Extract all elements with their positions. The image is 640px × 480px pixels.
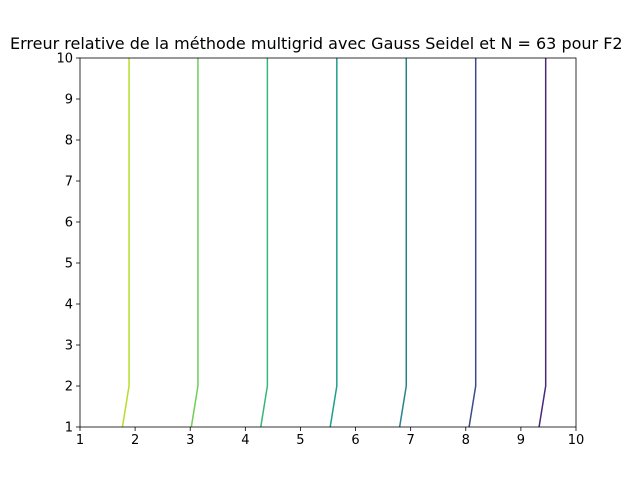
x-tick-label: 4 [241, 433, 249, 448]
x-tick-label: 3 [186, 433, 194, 448]
x-tick-label: 9 [517, 433, 525, 448]
series-line-1 [121, 58, 130, 428]
y-tick-label: 5 [65, 257, 73, 272]
x-tick-label: 5 [296, 433, 304, 448]
y-tick-label: 8 [65, 134, 73, 149]
axes: 1 2 3 4 5 6 7 8 9 10 1 2 3 4 5 6 7 8 9 10 [56, 52, 584, 449]
plot-area [121, 58, 547, 428]
y-tick-label: 4 [65, 298, 73, 313]
series-line-7 [538, 58, 547, 428]
plot-frame [79, 57, 577, 428]
y-tick-label: 3 [65, 339, 73, 354]
series-line-2 [190, 58, 199, 428]
series-line-5 [398, 58, 408, 428]
x-tick-label: 6 [351, 433, 359, 448]
series-line-3 [260, 58, 269, 428]
x-tick-label: 2 [131, 433, 139, 448]
x-tick-label: 10 [568, 433, 585, 448]
y-tick-label: 7 [65, 175, 73, 190]
x-tick-label: 7 [407, 433, 415, 448]
y-tick-label: 9 [65, 93, 73, 108]
series-line-4 [329, 58, 338, 428]
x-tick-label: 1 [76, 433, 84, 448]
series-line-6 [468, 58, 477, 428]
x-tick-label: 8 [462, 433, 470, 448]
y-tick-label: 10 [56, 52, 73, 67]
chart-title: Erreur relative de la méthode multigrid … [10, 34, 623, 53]
y-tick-label: 1 [65, 421, 73, 436]
y-tick-label: 2 [65, 380, 73, 395]
y-tick-label: 6 [65, 216, 73, 231]
